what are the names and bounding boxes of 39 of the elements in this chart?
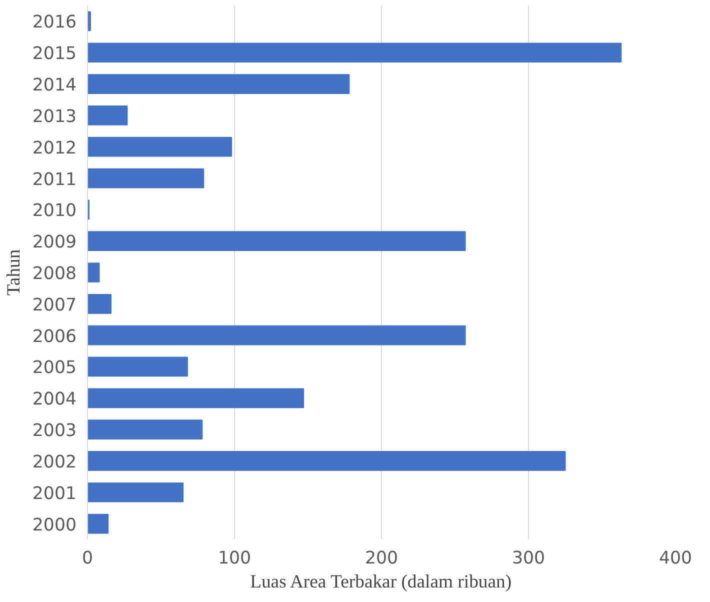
- bar: [88, 168, 204, 188]
- y-tick-label: 2014: [32, 76, 77, 96]
- bar: [88, 74, 350, 94]
- bar: [88, 136, 232, 157]
- bar: [88, 42, 622, 63]
- x-tick-label: 300: [512, 548, 546, 568]
- y-tick-label: 2009: [32, 232, 77, 253]
- x-tick-label: 200: [364, 548, 398, 568]
- bar: [88, 356, 188, 377]
- y-tick-label: 2013: [32, 106, 77, 127]
- y-tick-label: 2000: [32, 515, 77, 536]
- y-tick-label: 2004: [32, 390, 77, 410]
- y-tick-label: 2012: [32, 138, 77, 158]
- bar: [88, 294, 112, 314]
- bar: [88, 106, 128, 126]
- x-tick-label: 0: [82, 548, 94, 568]
- x-tick-label: 100: [218, 548, 252, 568]
- bar: [88, 231, 466, 252]
- bar: [88, 420, 203, 440]
- bar: [88, 451, 566, 471]
- y-tick-label: 2003: [32, 421, 77, 442]
- y-tick-label: 2005: [32, 358, 77, 378]
- bar: [88, 482, 184, 502]
- bar: [88, 325, 466, 346]
- bar: [88, 514, 109, 534]
- y-tick-label: 2001: [32, 484, 77, 504]
- y-tick-label: 2011: [32, 170, 77, 190]
- y-tick-label: 2015: [32, 44, 77, 64]
- y-axis-title: Tahun: [3, 248, 24, 296]
- y-tick-label: 2006: [32, 326, 77, 347]
- x-axis-title: Luas Area Terbakar (dalam ribuan): [250, 572, 512, 592]
- y-tick-label: 2016: [32, 12, 77, 33]
- bar: [88, 262, 100, 282]
- y-tick-label: 2008: [32, 264, 77, 284]
- y-tick-label: 2007: [32, 295, 77, 316]
- bar: [88, 388, 304, 408]
- x-tick-label: 400: [658, 548, 692, 568]
- y-tick-label: 2010: [32, 201, 77, 222]
- y-tick-label: 2002: [32, 452, 77, 472]
